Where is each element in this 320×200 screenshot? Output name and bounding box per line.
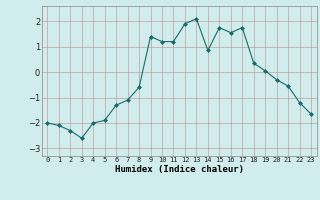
X-axis label: Humidex (Indice chaleur): Humidex (Indice chaleur): [115, 165, 244, 174]
